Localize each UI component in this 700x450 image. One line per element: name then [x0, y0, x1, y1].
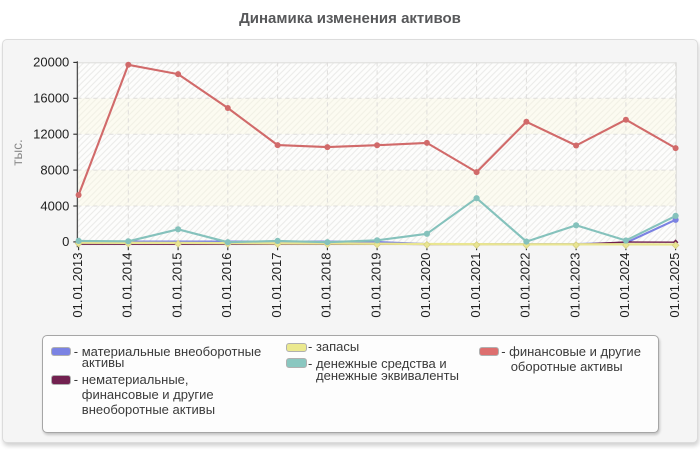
svg-text:01.01.2021: 01.01.2021: [468, 253, 483, 318]
svg-text:01.01.2016: 01.01.2016: [219, 253, 234, 318]
svg-text:0: 0: [62, 234, 69, 249]
svg-text:16000: 16000: [33, 91, 69, 106]
svg-text:01.01.2020: 01.01.2020: [418, 253, 433, 318]
svg-text:01.01.2019: 01.01.2019: [368, 253, 383, 318]
svg-text:12000: 12000: [33, 127, 69, 142]
svg-text:тыс.: тыс.: [10, 139, 25, 165]
svg-text:01.01.2023: 01.01.2023: [567, 253, 582, 318]
svg-text:01.01.2024: 01.01.2024: [617, 253, 632, 318]
svg-text:01.01.2017: 01.01.2017: [269, 253, 284, 318]
svg-text:01.01.2025: 01.01.2025: [667, 253, 682, 318]
svg-text:01.01.2013: 01.01.2013: [70, 253, 85, 318]
svg-text:01.01.2014: 01.01.2014: [120, 253, 135, 318]
svg-text:01.01.2018: 01.01.2018: [319, 253, 334, 318]
svg-text:01.01.2022: 01.01.2022: [518, 253, 533, 318]
svg-text:8000: 8000: [40, 162, 69, 177]
svg-text:4000: 4000: [40, 198, 69, 213]
svg-text:01.01.2015: 01.01.2015: [169, 253, 184, 318]
svg-text:20000: 20000: [33, 55, 69, 70]
